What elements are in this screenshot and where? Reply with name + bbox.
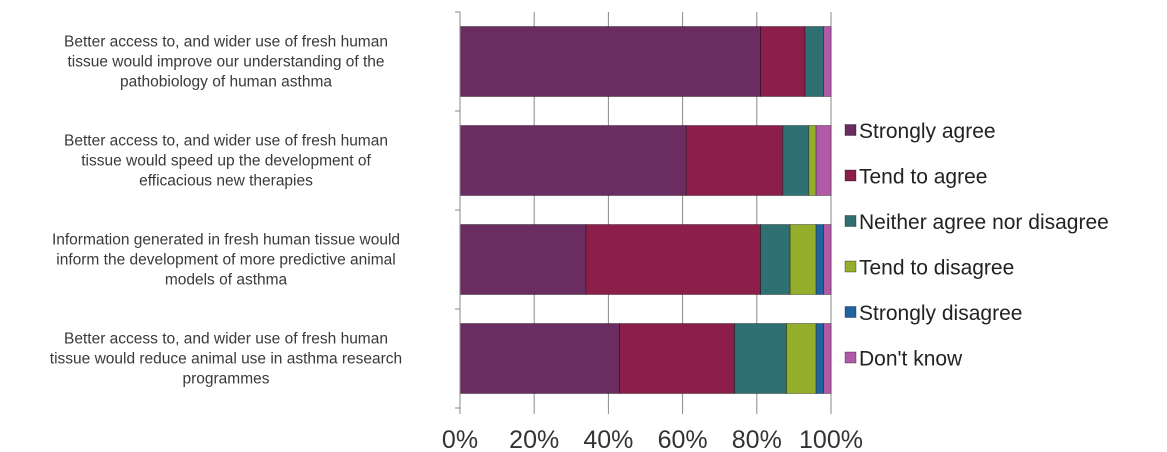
bar-segment (804, 26, 825, 97)
category-label: models of asthma (165, 272, 288, 289)
bar-segment (760, 224, 791, 295)
bar-segment (760, 26, 806, 97)
axes (455, 11, 832, 414)
legend: Strongly agree Tend to agree Neither agree… (844, 120, 1109, 371)
category-labels: Better access to, and wider use of fresh… (50, 34, 402, 388)
bars (459, 26, 832, 394)
category-label: Information generated in fresh human tis… (52, 232, 400, 249)
x-tick-label: 100% (799, 426, 863, 452)
bar-segment (823, 26, 832, 97)
bar-segment (815, 224, 825, 295)
category-label: tissue would speed up the development of (81, 153, 371, 170)
legend-swatch (844, 215, 857, 227)
x-tick-labels: 0% 20% 40% 60% 80% 100% (442, 426, 863, 452)
bar-segment (734, 323, 787, 394)
legend-swatch (844, 306, 857, 318)
bar-segment (815, 125, 832, 196)
bar-segment (585, 224, 762, 295)
legend-swatch (844, 351, 857, 364)
bar-segment (808, 125, 817, 196)
legend-label: Tend to agree (859, 166, 987, 189)
bar-segment (459, 224, 587, 295)
category-label: Better access to, and wider use of fresh… (64, 331, 388, 348)
bar-segment (685, 125, 784, 196)
bar-segment (789, 224, 817, 295)
legend-swatch (844, 260, 857, 273)
legend-label: Strongly agree (859, 120, 996, 143)
x-tick-label: 20% (509, 426, 559, 452)
legend-swatch (844, 124, 857, 136)
bar-segment (823, 323, 832, 394)
bar-segment (619, 323, 736, 394)
legend-label: Strongly disagree (859, 302, 1022, 325)
legend-label: Don't know (859, 348, 963, 371)
legend-label: Tend to disagree (859, 257, 1014, 280)
bar-segment (823, 224, 832, 295)
bar-segment (782, 125, 810, 196)
bar-segment (459, 323, 621, 394)
category-label: tissue would improve our understanding o… (67, 54, 384, 71)
category-label: Better access to, and wider use of fresh… (64, 133, 388, 150)
bar-segment (785, 323, 817, 394)
bar-segment (459, 125, 687, 196)
category-label: efficacious new therapies (139, 173, 313, 190)
x-tick-label: 0% (442, 426, 478, 452)
bar-segment (815, 323, 825, 394)
category-label: programmes (183, 371, 270, 388)
category-label: pathobiology of human asthma (120, 74, 332, 91)
category-label: tissue would reduce animal use in asthma… (50, 351, 402, 368)
category-label: Better access to, and wider use of fresh… (64, 34, 388, 51)
category-label: inform the development of more predictiv… (56, 252, 395, 269)
x-tick-label: 40% (583, 426, 633, 452)
bar-segment (459, 26, 762, 97)
x-tick-label: 60% (658, 426, 708, 452)
legend-label: Neither agree nor disagree (859, 211, 1109, 234)
legend-swatch (844, 169, 857, 182)
x-tick-label: 80% (732, 426, 782, 452)
